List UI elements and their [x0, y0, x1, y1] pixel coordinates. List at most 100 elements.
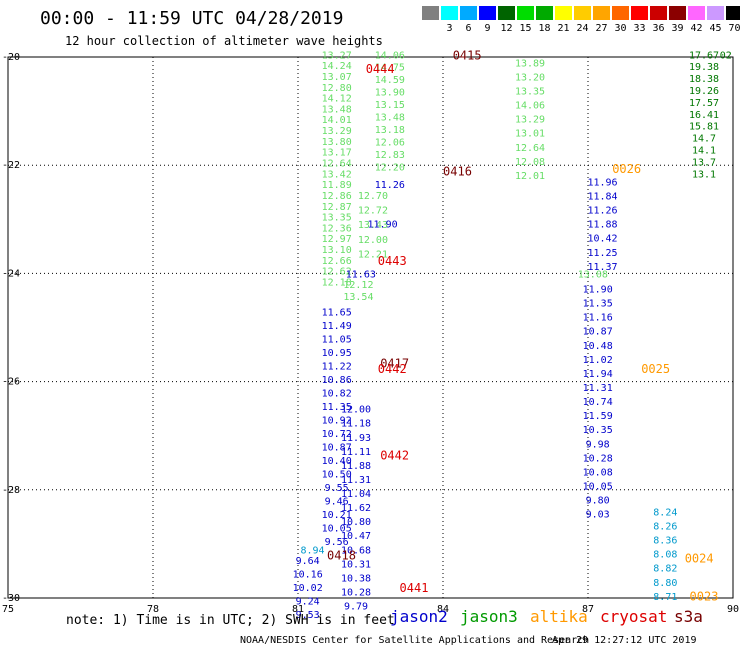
- wave-height-value: 11.31: [583, 383, 613, 394]
- wave-height-value: 13.27: [322, 50, 352, 61]
- wave-height-value: 11.93: [341, 433, 371, 444]
- color-scale-swatch: [593, 6, 610, 20]
- wave-height-value: 10.74: [583, 397, 613, 408]
- wave-height-value: 11.65: [322, 307, 352, 318]
- wave-height-value: 13.7: [692, 157, 716, 168]
- wave-height-value: 14.1: [692, 146, 716, 157]
- color-scale-swatch: [441, 6, 458, 20]
- wave-height-value: 10.82: [322, 388, 352, 399]
- wave-height-value: 9.56: [325, 537, 349, 548]
- track-id-label: 0443: [378, 254, 407, 268]
- color-scale-label: 15: [519, 23, 532, 34]
- wave-height-value: 11.26: [375, 180, 405, 191]
- wave-height-value: 13.89: [515, 58, 545, 69]
- wave-height-value: 11.94: [583, 369, 613, 380]
- wave-height-value: 11.84: [587, 191, 617, 202]
- wave-height-value: 12.87: [322, 202, 352, 213]
- wave-height-value: 10.95: [322, 348, 352, 359]
- wave-height-value: 12.06: [375, 137, 405, 148]
- wave-height-value: 10.42: [587, 234, 617, 245]
- wave-height-value: 10.02: [293, 583, 323, 594]
- longitude-tick-label: 75: [2, 604, 14, 615]
- latitude-tick-label: -26: [2, 377, 20, 388]
- wave-height-value: 11.96: [587, 177, 617, 188]
- wave-height-value: 02: [720, 50, 732, 61]
- wave-height-value: 13.90: [375, 88, 405, 99]
- wave-height-value: 9.03: [586, 510, 610, 521]
- wave-height-value: 8.24: [653, 507, 677, 518]
- track-id-label: 0417: [380, 357, 409, 371]
- wave-height-value: 9.98: [586, 439, 610, 450]
- wave-height-value: 13.07: [322, 72, 352, 83]
- wave-height-value: 12.00: [341, 405, 371, 416]
- legend-cryosat: cryosat: [600, 607, 668, 626]
- color-scale-label: 39: [671, 23, 684, 34]
- wave-height-value: 17.67: [689, 50, 719, 61]
- color-scale-label: 36: [652, 23, 665, 34]
- track-id-label: 0441: [400, 581, 429, 595]
- wave-height-value: 14.7: [692, 134, 716, 145]
- wave-height-value: 12.08: [515, 157, 545, 168]
- wave-height-value: 10.28: [583, 453, 613, 464]
- wave-height-value: 8.36: [653, 536, 677, 547]
- wave-height-value: 12.70: [358, 191, 388, 202]
- color-scale-swatch: [574, 6, 591, 20]
- legend-jason3: jason3: [460, 607, 518, 626]
- wave-height-value: 13.80: [322, 137, 352, 148]
- wave-height-value: 11.26: [587, 206, 617, 217]
- color-scale-swatch: [707, 6, 724, 20]
- wave-height-value: 12.00: [358, 235, 388, 246]
- wave-height-value: 12.21: [358, 249, 388, 260]
- map-frame: [7, 56, 734, 599]
- color-scale-label: 18: [538, 23, 551, 34]
- wave-height-value: 13.35: [322, 213, 352, 224]
- wave-height-value: 13.29: [322, 126, 352, 137]
- wave-height-value: 14.01: [322, 115, 352, 126]
- color-scale-label: 12: [500, 23, 513, 34]
- color-scale-label: 70: [728, 23, 740, 34]
- wave-height-value: 11.35: [322, 402, 352, 413]
- wave-height-value: 14.06: [515, 101, 545, 112]
- color-scale-label: 24: [576, 23, 589, 34]
- wave-height-value: 12.01: [515, 171, 545, 182]
- color-scale-swatch: [422, 6, 439, 20]
- wave-height-value: 11.90: [368, 220, 398, 231]
- wave-height-value: 10.38: [341, 573, 371, 584]
- track-id-label: 0416: [443, 165, 472, 179]
- wave-height-value: 13.1: [692, 169, 716, 180]
- wave-height-value: 10.16: [293, 570, 323, 581]
- wave-height-value: 9.64: [296, 556, 320, 567]
- wave-height-value: 10.48: [583, 341, 613, 352]
- color-scale-swatch: [650, 6, 667, 20]
- wave-height-value: 16.41: [689, 110, 719, 121]
- color-scale-swatch: [517, 6, 534, 20]
- wave-height-value: 13.54: [343, 292, 373, 303]
- color-scale-label: 6: [465, 23, 472, 34]
- wave-height-value: 13.18: [375, 125, 405, 136]
- wave-height-value: 14.24: [322, 61, 352, 72]
- wave-height-value: 9.55: [325, 483, 349, 494]
- wave-height-value: 11.22: [322, 361, 352, 372]
- color-scale-label: 27: [595, 23, 608, 34]
- wave-height-value: 12.20: [375, 162, 405, 173]
- wave-height-value: 13.35: [515, 87, 545, 98]
- track-id-label: 0442: [378, 362, 407, 376]
- wave-height-value: 13.10: [322, 245, 352, 256]
- longitude-tick-label: 90: [727, 604, 739, 615]
- wave-height-value: 13.15: [375, 100, 405, 111]
- wave-height-value: 10.05: [583, 481, 613, 492]
- color-scale-swatch: [536, 6, 553, 20]
- latitude-tick-label: -28: [2, 485, 20, 496]
- wave-height-value: 13.48: [322, 104, 352, 115]
- wave-height-value: 12.97: [322, 234, 352, 245]
- wave-height-value: 11.49: [322, 321, 352, 332]
- wave-height-value: 10.35: [583, 425, 613, 436]
- wave-height-value: 11.89: [322, 180, 352, 191]
- longitude-tick-label: 87: [582, 604, 594, 615]
- wave-height-value: 14.12: [322, 94, 352, 105]
- wave-height-value: 10.50: [322, 470, 352, 481]
- wave-height-value: 11.62: [341, 503, 371, 514]
- wave-height-value: 8.71: [653, 592, 677, 603]
- color-scale-label: 3: [446, 23, 453, 34]
